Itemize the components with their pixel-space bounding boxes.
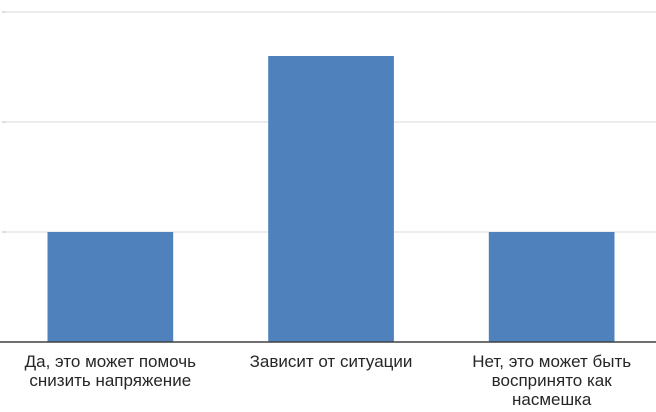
x-tick-label: Нет, это может быть воспринято как насме…	[472, 352, 632, 409]
x-tick-label: Да, это может помочь снизить напряжение	[24, 352, 196, 390]
bar	[488, 232, 615, 342]
x-tick-label: Зависит от ситуации	[249, 352, 413, 371]
bar	[47, 232, 174, 342]
bar	[268, 56, 394, 342]
